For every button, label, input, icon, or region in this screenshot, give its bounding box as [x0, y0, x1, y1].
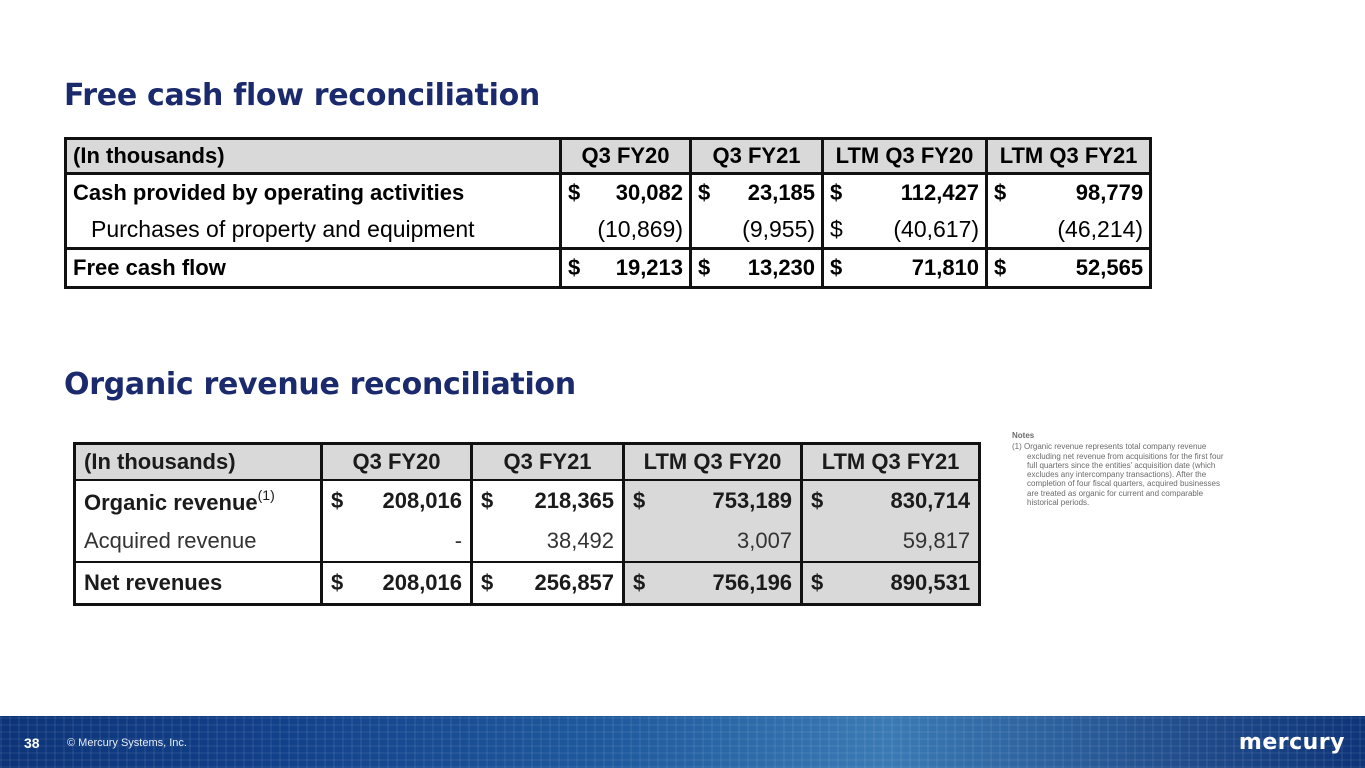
value-cell: 112,427: [900, 180, 980, 205]
table-header-row: (In thousands) Q3 FY20 Q3 FY21 LTM Q3 FY…: [65, 138, 1151, 175]
currency-sign: [320, 521, 348, 562]
currency-sign: $: [821, 211, 853, 249]
value-cell: -: [454, 528, 463, 553]
value-cell: 830,714: [835, 480, 980, 521]
currency-sign: $: [689, 173, 717, 211]
value-cell: 71,810: [852, 247, 987, 288]
row-label: Purchases of property and equipment: [91, 215, 475, 242]
value-cell: 52,565: [1016, 247, 1151, 288]
value-cell: 59,817: [835, 521, 980, 562]
value-cell: (10,869): [597, 215, 684, 242]
footer-bar: 38 © Mercury Systems, Inc. mercury: [0, 716, 1365, 768]
organic-revenue-table: (In thousands) Q3 FY20 Q3 FY21 LTM Q3 FY…: [73, 442, 982, 606]
value-cell: 98,779: [1075, 180, 1144, 205]
value-cell: 13,230: [716, 247, 823, 288]
currency-sign: $: [470, 561, 498, 605]
footer-texture: [0, 716, 1365, 768]
table-header-row: (In thousands) Q3 FY20 Q3 FY21 LTM Q3 FY…: [74, 443, 980, 481]
value-cell: 208,016: [382, 488, 463, 513]
row-label-text: Organic revenue: [84, 489, 258, 515]
currency-sign: $: [821, 173, 853, 211]
currency-sign: $: [622, 480, 658, 521]
header-cell: Q3 FY20: [319, 443, 472, 481]
row-label: Organic revenue(1): [75, 480, 322, 521]
value-cell: 756,196: [657, 561, 802, 605]
table-row: Cash provided by operating activities $ …: [66, 173, 1151, 211]
value-cell: 38,492: [546, 528, 615, 553]
free-cash-flow-table: (In thousands) Q3 FY20 Q3 FY21 LTM Q3 FY…: [64, 137, 1153, 289]
currency-sign: $: [800, 561, 836, 605]
copyright-text: © Mercury Systems, Inc.: [67, 737, 187, 749]
value-cell: (46,214): [1057, 215, 1144, 242]
table-row: Purchases of property and equipment (10,…: [66, 211, 1151, 249]
currency-sign: $: [800, 480, 836, 521]
value-cell: 256,857: [497, 561, 624, 605]
value-cell: 218,365: [534, 488, 615, 513]
currency-sign: $: [689, 247, 717, 288]
notes-heading: Notes: [1012, 431, 1035, 440]
currency-sign: [800, 521, 836, 562]
notes-block: Notes (1) Organic revenue represents tot…: [1012, 431, 1227, 507]
currency-sign: $: [320, 480, 348, 521]
currency-sign: $: [320, 561, 348, 605]
header-cell: (In thousands): [74, 443, 322, 481]
table-row: Net revenues $ 208,016 $ 256,857 $ 756,1…: [74, 561, 980, 605]
row-label: Free cash flow: [65, 247, 561, 288]
currency-sign: [689, 211, 717, 249]
value-cell: 19,213: [586, 247, 691, 288]
header-cell: Q3 FY20: [558, 138, 691, 175]
row-label: Cash provided by operating activities: [73, 180, 465, 205]
header-cell: LTM Q3 FY20: [622, 443, 802, 481]
note-item: (1) Organic revenue represents total com…: [1012, 442, 1224, 508]
header-cell: Q3 FY21: [470, 443, 624, 481]
value-cell: 23,185: [747, 180, 816, 205]
value-cell: 30,082: [615, 180, 684, 205]
row-label: Net revenues: [74, 561, 322, 605]
currency-sign: [985, 211, 1017, 249]
currency-sign: $: [622, 561, 658, 605]
currency-sign: [622, 521, 658, 562]
header-cell: LTM Q3 FY20: [821, 138, 987, 175]
organic-title: Organic revenue reconciliation: [64, 367, 576, 402]
value-cell: 3,007: [657, 521, 802, 562]
fcf-title: Free cash flow reconciliation: [64, 78, 540, 113]
header-cell: Q3 FY21: [689, 138, 823, 175]
currency-sign: [559, 211, 587, 249]
page-number: 38: [24, 735, 40, 751]
value-cell: 208,016: [347, 561, 472, 605]
header-cell: (In thousands): [65, 138, 561, 175]
currency-sign: $: [985, 173, 1017, 211]
currency-sign: $: [559, 173, 587, 211]
mercury-logo: mercury: [1238, 730, 1345, 755]
currency-sign: $: [559, 247, 587, 288]
currency-sign: [470, 521, 498, 562]
value-cell: (40,617): [893, 215, 980, 242]
footnote-marker: (1): [257, 486, 275, 503]
currency-sign: $: [985, 247, 1017, 288]
value-cell: 753,189: [657, 480, 802, 521]
table-row: Free cash flow $ 19,213 $ 13,230 $ 71,81…: [65, 247, 1151, 288]
currency-sign: $: [470, 480, 498, 521]
table-row: Organic revenue(1) $ 208,016 $ 218,365 $…: [75, 480, 980, 521]
value-cell: (9,955): [742, 215, 816, 242]
currency-sign: $: [821, 247, 853, 288]
header-cell: LTM Q3 FY21: [985, 138, 1151, 175]
header-cell: LTM Q3 FY21: [800, 443, 980, 481]
table-row: Acquired revenue - 38,492 3,007 59,817: [75, 521, 980, 562]
row-label: Acquired revenue: [84, 528, 257, 553]
value-cell: 890,531: [835, 561, 980, 605]
